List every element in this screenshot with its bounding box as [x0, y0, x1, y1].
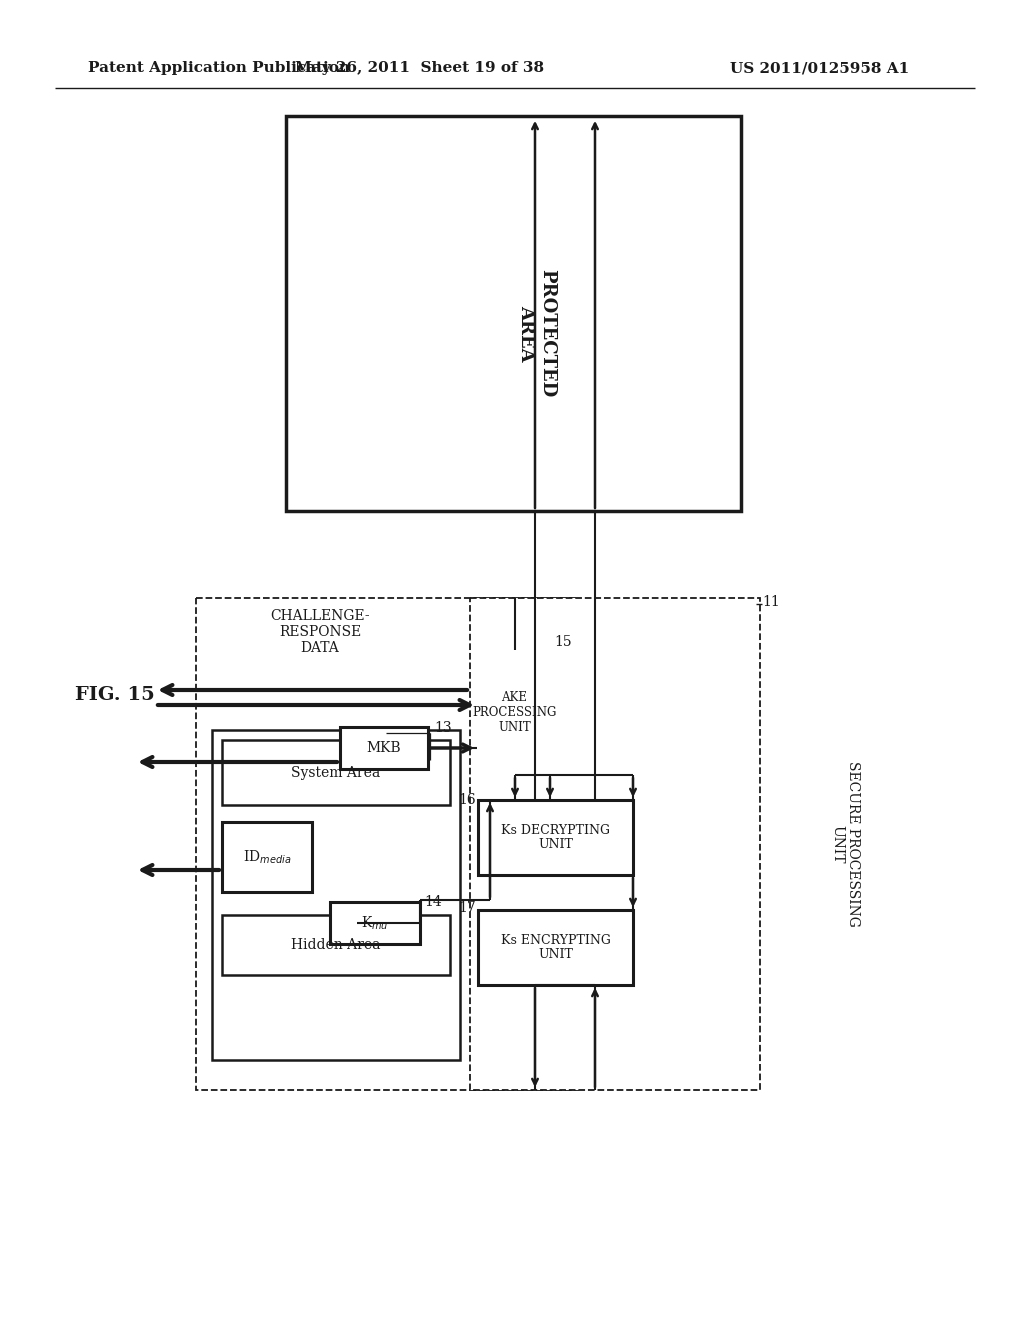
Text: AKE
PROCESSING
UNIT: AKE PROCESSING UNIT [472, 690, 557, 734]
Text: Hidden Area: Hidden Area [291, 939, 381, 952]
Bar [222, 822, 312, 892]
Text: PROTECTED
AREA: PROTECTED AREA [517, 269, 556, 397]
Bar [340, 727, 428, 770]
Text: Ks ENCRYPTING
UNIT: Ks ENCRYPTING UNIT [501, 933, 610, 961]
Bar [196, 598, 578, 1090]
Text: K$_{mu}$: K$_{mu}$ [361, 915, 389, 932]
Text: 14: 14 [424, 895, 441, 909]
Text: ID$_{media}$: ID$_{media}$ [243, 849, 291, 866]
Bar [222, 741, 450, 805]
Text: 15: 15 [554, 635, 571, 649]
Text: Ks DECRYPTING
UNIT: Ks DECRYPTING UNIT [501, 824, 610, 851]
Text: MKB: MKB [367, 741, 401, 755]
Text: FIG. 15: FIG. 15 [75, 686, 155, 704]
Bar [222, 915, 450, 975]
Text: 17: 17 [459, 902, 476, 915]
Text: CHALLENGE-
RESPONSE
DATA: CHALLENGE- RESPONSE DATA [270, 609, 370, 655]
Bar [286, 116, 741, 511]
Bar [478, 909, 633, 985]
Text: US 2011/0125958 A1: US 2011/0125958 A1 [730, 61, 909, 75]
Bar [212, 730, 460, 1060]
Bar [478, 800, 633, 875]
Text: Patent Application Publication: Patent Application Publication [88, 61, 350, 75]
Bar [477, 649, 552, 775]
Text: 11: 11 [762, 595, 779, 609]
Text: 13: 13 [434, 721, 452, 735]
Bar [470, 598, 760, 1090]
Text: 16: 16 [459, 793, 476, 807]
Text: SECURE PROCESSING
UNIT: SECURE PROCESSING UNIT [829, 762, 860, 927]
Text: May 26, 2011  Sheet 19 of 38: May 26, 2011 Sheet 19 of 38 [296, 61, 545, 75]
Text: System Area: System Area [292, 766, 381, 780]
Bar [330, 902, 420, 944]
